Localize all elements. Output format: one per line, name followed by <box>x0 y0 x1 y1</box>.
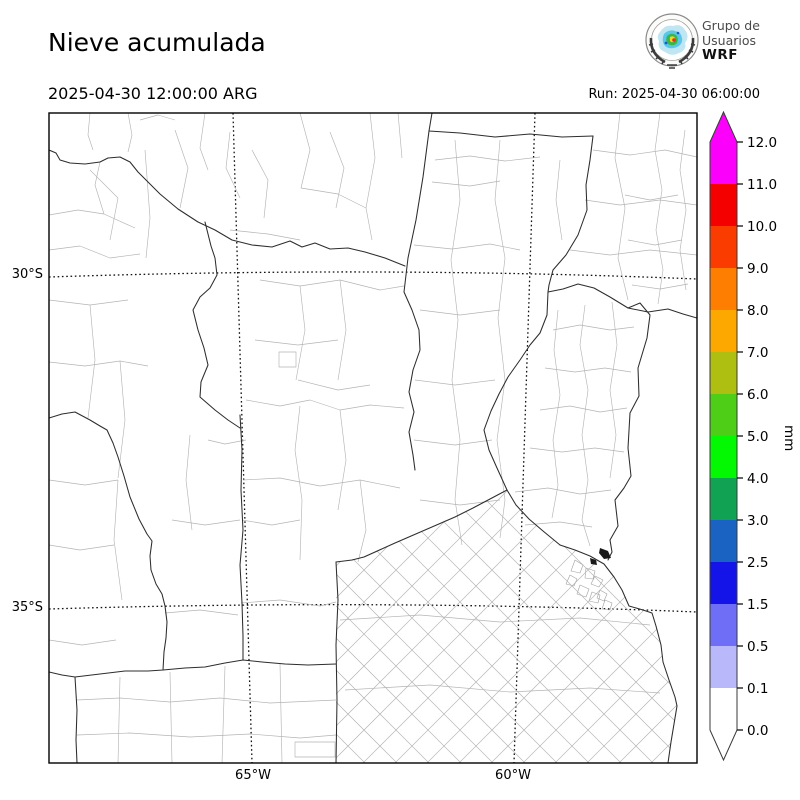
colorbar: 12.0 11.0 10.0 9.0 8.0 7.0 6.0 5.0 4.0 3… <box>709 110 797 762</box>
colorbar-tick-label: 11.0 <box>747 177 777 193</box>
colorbar-tick-label: 3.0 <box>747 513 768 529</box>
gridline-35s <box>49 604 697 613</box>
colorbar-unit-label: mm <box>781 425 797 451</box>
colorbar-tick-label: 0.1 <box>747 681 768 697</box>
wrf-logo-seal-icon <box>645 13 699 69</box>
colorbar-segment <box>710 352 737 394</box>
colorbar-segment <box>710 226 737 268</box>
gridline-60w <box>513 113 536 763</box>
graticule <box>49 113 697 763</box>
colorbar-tick-label: 5.0 <box>747 429 768 445</box>
colorbar-segment <box>710 520 737 562</box>
colorbar-segment <box>710 268 737 310</box>
colorbar-segments <box>710 142 737 730</box>
colorbar-segment <box>710 142 737 184</box>
colorbar-segment <box>710 688 737 730</box>
model-run-label: Run: 2025-04-30 06:00:00 <box>588 87 760 102</box>
colorbar-segment <box>710 646 737 688</box>
department-boundaries <box>49 113 697 763</box>
colorbar-tick-label: 4.0 <box>747 471 768 487</box>
ytick-30s: 30°S <box>11 267 43 282</box>
xtick-65w: 65°W <box>235 768 271 783</box>
colorbar-segment <box>710 184 737 226</box>
colorbar-segment <box>710 604 737 646</box>
colorbar-ticks: 12.0 11.0 10.0 9.0 8.0 7.0 6.0 5.0 4.0 3… <box>737 135 777 739</box>
map-frame <box>48 112 698 764</box>
page-title: Nieve acumulada <box>48 28 266 57</box>
colorbar-tick-label: 0.0 <box>747 723 768 739</box>
colorbar-tick-label: 2.5 <box>747 555 768 571</box>
logo-line-3: WRF <box>702 47 739 63</box>
colorbar-segment <box>710 478 737 520</box>
colorbar-tick-label: 9.0 <box>747 261 768 277</box>
valid-time-label: 2025-04-30 12:00:00 ARG <box>48 84 258 103</box>
logo-line-2: Usuarios <box>702 33 757 48</box>
gridline-30s <box>49 271 697 280</box>
gridline-65w <box>232 113 253 763</box>
province-boundaries <box>49 113 697 763</box>
wrf-logo-text: Grupo de Usuarios WRF <box>702 18 760 63</box>
colorbar-tick-label: 6.0 <box>747 387 768 403</box>
colorbar-tick-label: 0.5 <box>747 639 768 655</box>
colorbar-segment <box>710 436 737 478</box>
colorbar-tick-label: 7.0 <box>747 345 768 361</box>
colorbar-tick-label: 1.5 <box>747 597 768 613</box>
colorbar-segment <box>710 310 737 352</box>
colorbar-under-arrow <box>710 730 737 760</box>
logo-line-1: Grupo de <box>702 18 760 33</box>
colorbar-over-arrow <box>710 112 737 142</box>
wrf-logo <box>645 13 699 69</box>
colorbar-segment <box>710 562 737 604</box>
colorbar-segment <box>710 394 737 436</box>
buenos-aires-partido-mesh <box>336 490 677 763</box>
xtick-60w: 60°W <box>495 768 531 783</box>
colorbar-tick-label: 8.0 <box>747 303 768 319</box>
ytick-35s: 35°S <box>11 600 43 615</box>
colorbar-tick-label: 12.0 <box>747 135 777 151</box>
colorbar-tick-label: 10.0 <box>747 219 777 235</box>
